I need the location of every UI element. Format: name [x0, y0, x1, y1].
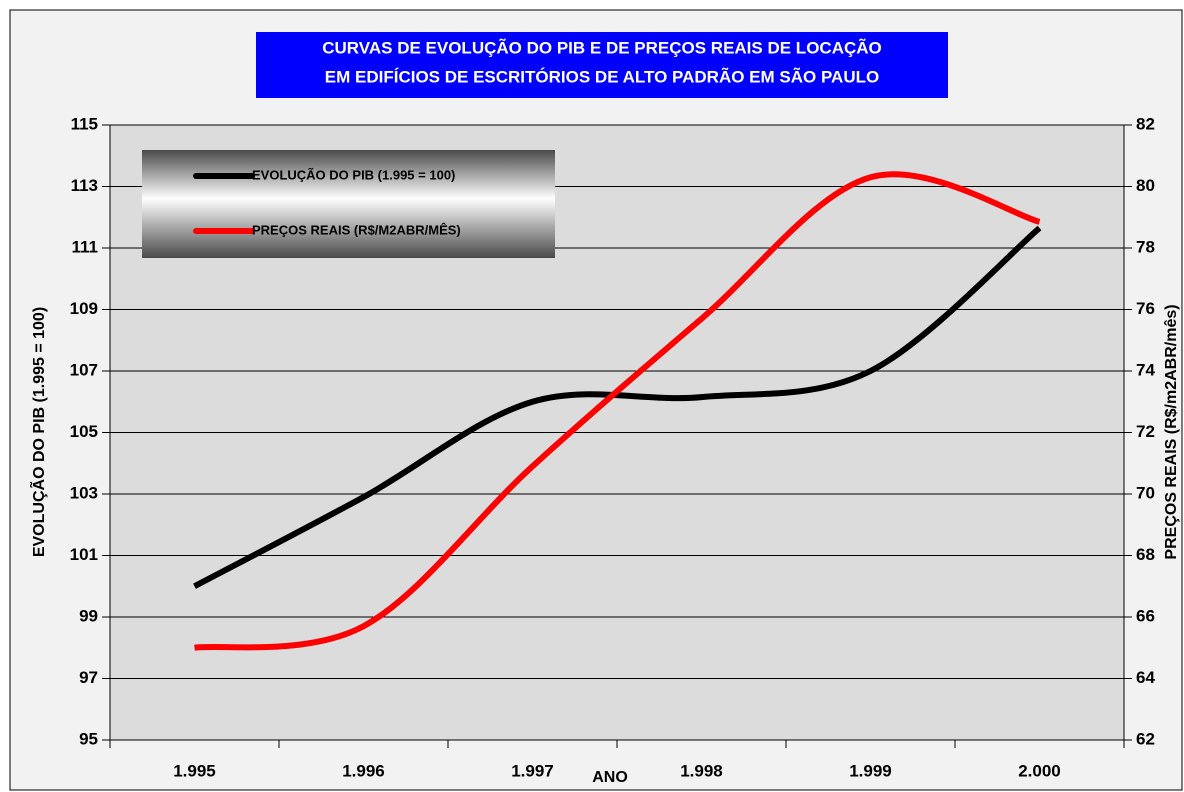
y2-tick-label: 66: [1136, 606, 1155, 625]
x-tick-label: 1.997: [511, 761, 554, 780]
y2-tick-label: 64: [1136, 668, 1155, 687]
x-tick-label: 1.998: [680, 761, 723, 780]
chart-title: CURVAS DE EVOLUÇÃO DO PIB E DE PREÇOS RE…: [322, 37, 882, 57]
y-tick-label: 115: [71, 114, 98, 133]
y-tick-label: 107: [70, 360, 98, 379]
x-axis-label: ANO: [592, 769, 628, 786]
y-tick-label: 99: [79, 606, 98, 625]
y2-tick-label: 80: [1136, 176, 1155, 195]
y2-tick-label: 72: [1136, 422, 1155, 441]
y-tick-label: 95: [79, 729, 98, 748]
y-tick-label: 111: [72, 237, 99, 256]
legend-label: PREÇOS REAIS (R$/M2ABR/MÊS): [252, 222, 461, 237]
y-tick-label: 105: [70, 422, 98, 441]
y2-axis-label: PREÇOS REAIS (R$/m2ABR/mês): [1163, 304, 1180, 559]
x-tick-label: 1.995: [173, 761, 216, 780]
data-line: [194, 171, 1041, 651]
y-tick-label: 109: [70, 299, 98, 318]
y-axis-label: EVOLUÇÃO DO PIB (1.995 = 100): [28, 307, 48, 557]
y-tick-label: 103: [70, 483, 98, 502]
y2-tick-label: 62: [1136, 729, 1155, 748]
x-tick-label: 1.996: [342, 761, 385, 780]
y2-tick-label: 70: [1136, 483, 1155, 502]
y2-tick-label: 78: [1136, 237, 1155, 256]
y2-tick-label: 74: [1136, 360, 1155, 379]
y2-tick-label: 68: [1136, 545, 1155, 564]
x-tick-label: 2.000: [1018, 761, 1061, 780]
y-tick-label: 101: [70, 545, 98, 564]
legend-box: [142, 150, 555, 258]
legend-label: EVOLUÇÃO DO PIB (1.995 = 100): [252, 167, 455, 182]
y2-tick-label: 82: [1136, 114, 1155, 133]
chart-title: EM EDIFÍCIOS DE ESCRITÓRIOS DE ALTO PADR…: [325, 66, 879, 86]
y-tick-label: 97: [79, 668, 98, 687]
y-tick-label: 113: [71, 176, 98, 195]
x-tick-label: 1.999: [849, 761, 892, 780]
title-box: [256, 32, 948, 98]
y2-tick-label: 76: [1136, 299, 1155, 318]
